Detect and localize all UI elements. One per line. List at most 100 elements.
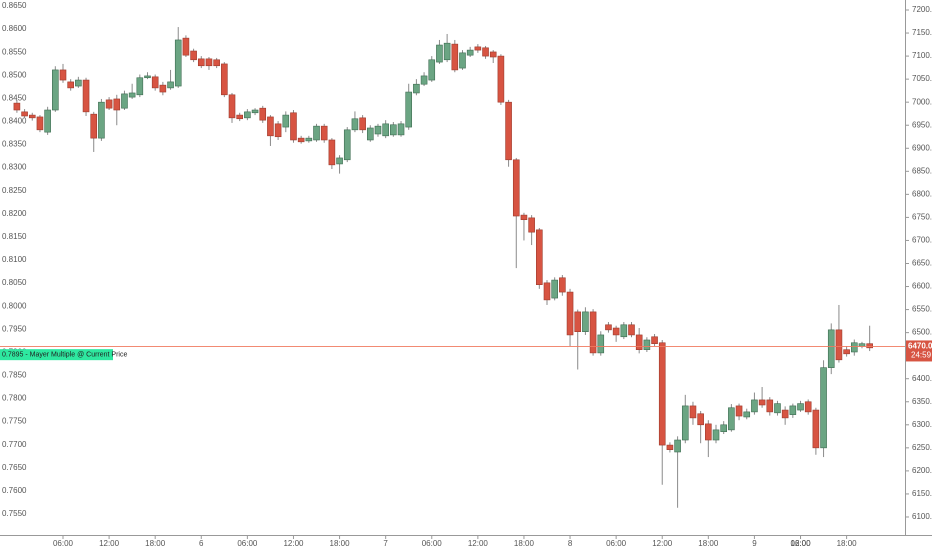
- y2-tick-label: 7050.00: [912, 74, 932, 83]
- candle-body: [812, 409, 820, 449]
- y-tick-label: 0.8500: [2, 70, 27, 79]
- candle-body: [520, 214, 528, 221]
- candle-body: [766, 399, 774, 413]
- candle-body: [605, 324, 612, 331]
- candle-body: [459, 52, 466, 69]
- y-tick-label: 0.8250: [2, 186, 27, 195]
- candle-body: [244, 111, 251, 119]
- candle-body: [121, 93, 128, 109]
- candle-body: [167, 81, 174, 89]
- candle-body: [128, 92, 136, 98]
- candle-body: [82, 79, 90, 113]
- candle-body: [351, 118, 359, 131]
- candle-body: [151, 76, 159, 89]
- y-tick-label: 0.8050: [2, 278, 27, 287]
- y2-tick-label: 6150.00: [912, 489, 932, 498]
- candle-body: [712, 429, 720, 441]
- y-tick-label: 0.8350: [2, 140, 27, 149]
- candle-body: [528, 217, 535, 233]
- candle-body: [105, 99, 113, 109]
- y-tick-label: 0.8000: [2, 301, 27, 310]
- candle-body: [197, 58, 205, 67]
- candle-body: [274, 123, 282, 138]
- y2-tick-label: 6400.00: [912, 374, 932, 383]
- y2-tick-label: 6700.00: [912, 236, 932, 245]
- y2-tick-label: 6900.00: [912, 143, 932, 152]
- candle-body: [320, 125, 328, 141]
- y2-tick-label: 6750.00: [912, 213, 932, 222]
- candle-body: [190, 50, 197, 61]
- candle-body: [228, 94, 236, 119]
- x-tick-label: 8: [568, 539, 573, 548]
- candle-body: [850, 342, 858, 353]
- candle-body: [697, 413, 704, 426]
- y-tick-label: 0.8400: [2, 117, 27, 126]
- candle-body: [681, 405, 689, 441]
- candle-body: [52, 69, 59, 111]
- candle-body: [44, 109, 51, 133]
- y2-tick-label: 6800.00: [912, 189, 932, 198]
- candle-body: [390, 124, 397, 136]
- mayer-tag: [0, 349, 113, 361]
- candle-body: [758, 399, 766, 406]
- y2-tick-label: 6350.00: [912, 397, 932, 406]
- candle-body: [735, 405, 743, 417]
- y-tick-label: 0.8150: [2, 232, 27, 241]
- x-tick-label: 9: [752, 539, 757, 548]
- y-tick-label: 0.7550: [2, 509, 27, 518]
- y2-tick-label: 7150.00: [912, 28, 932, 37]
- candle-body: [313, 125, 320, 141]
- candle-body: [543, 282, 551, 301]
- candle-body: [489, 51, 497, 58]
- x-tick-label: 18:00: [145, 539, 166, 548]
- candle-body: [566, 291, 574, 336]
- candle-body: [820, 367, 827, 449]
- candle-body: [305, 137, 313, 142]
- candle-body: [182, 37, 190, 56]
- y2-tick-label: 7000.00: [912, 97, 932, 106]
- candle-body: [651, 336, 658, 344]
- candle-body: [858, 343, 866, 347]
- y2-tick-label: 6550.00: [912, 305, 932, 314]
- candle-body: [451, 43, 459, 71]
- price-countdown: 24:59: [911, 351, 932, 360]
- candle-body: [359, 117, 366, 131]
- y-tick-label: 0.7850: [2, 371, 27, 380]
- candle-body: [259, 107, 267, 121]
- candle-body: [612, 327, 620, 336]
- x-tick-label: 12:00: [99, 539, 120, 548]
- candle-body: [397, 123, 405, 136]
- x-tick-label: 12:00: [791, 539, 812, 548]
- mayer-label: 0.7895 - Mayer Multiple @ Current Price: [2, 352, 127, 359]
- candle-body: [720, 424, 727, 433]
- candle-body: [205, 58, 213, 67]
- y2-tick-label: 6500.00: [912, 328, 932, 337]
- y2-tick-label: 6300.00: [912, 420, 932, 429]
- candle-body: [474, 46, 482, 51]
- candle-body: [59, 69, 67, 81]
- candle-body: [789, 405, 797, 415]
- candle-body: [297, 137, 305, 143]
- candle-body: [835, 329, 843, 361]
- candle-body: [843, 349, 850, 355]
- candle-body: [28, 114, 36, 119]
- candle-body: [366, 127, 374, 141]
- candle-body: [420, 75, 428, 85]
- y2-tick-label: 6850.00: [912, 166, 932, 175]
- candle-body: [436, 44, 443, 63]
- x-tick-label: 12:00: [468, 539, 489, 548]
- y2-tick-label: 6250.00: [912, 443, 932, 452]
- candle-body: [267, 116, 274, 137]
- candle-body: [635, 334, 643, 350]
- candle-body: [536, 229, 543, 285]
- y2-tick-label: 6100.00: [912, 512, 932, 521]
- y-tick-label: 0.8550: [2, 47, 27, 56]
- candle-body: [382, 123, 389, 137]
- candle-body: [428, 59, 436, 81]
- candle-body: [374, 125, 382, 135]
- candle-body: [774, 403, 781, 414]
- candle-body: [797, 403, 804, 411]
- candle-body: [666, 444, 674, 450]
- candle-body: [336, 157, 343, 165]
